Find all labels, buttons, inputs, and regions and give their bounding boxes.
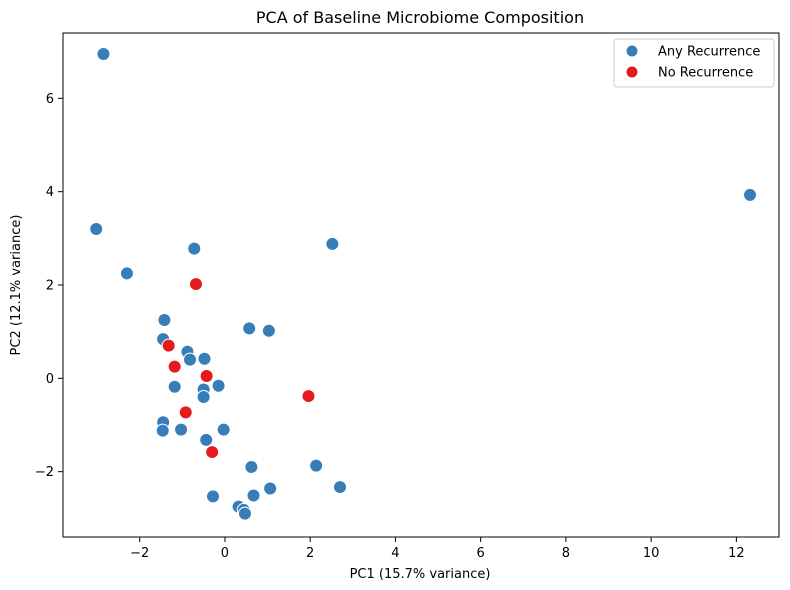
point-any-recurrence xyxy=(237,506,252,521)
point-any-recurrence xyxy=(333,480,348,495)
legend-label-no-recurrence: No Recurrence xyxy=(658,66,753,81)
point-no-recurrence xyxy=(205,445,220,460)
x-axis-ticks: −2 0 2 4 6 8 10 12 xyxy=(130,537,745,561)
point-any-recurrence xyxy=(309,458,324,473)
point-any-recurrence xyxy=(174,422,189,437)
point-any-recurrence xyxy=(155,423,170,438)
point-no-recurrence xyxy=(167,359,182,374)
x-tick-label: 12 xyxy=(728,546,745,561)
x-tick-label: 10 xyxy=(643,546,660,561)
point-any-recurrence xyxy=(196,390,211,404)
y-tick-label: 6 xyxy=(46,92,54,107)
legend-label-any-recurrence: Any Recurrence xyxy=(658,45,760,60)
point-any-recurrence xyxy=(242,321,257,336)
legend-marker-any-recurrence xyxy=(625,44,639,58)
point-any-recurrence xyxy=(157,313,172,327)
point-any-recurrence xyxy=(244,460,259,474)
y-tick-label: −2 xyxy=(35,465,54,480)
point-any-recurrence xyxy=(261,323,276,338)
point-any-recurrence xyxy=(187,241,202,256)
y-axis-ticks: −2 0 2 4 6 xyxy=(35,92,63,480)
point-any-recurrence xyxy=(211,378,226,393)
data-points xyxy=(89,47,758,521)
point-any-recurrence xyxy=(743,187,758,202)
legend-frame xyxy=(613,38,775,88)
point-any-recurrence xyxy=(263,481,278,496)
point-any-recurrence xyxy=(197,351,212,366)
point-any-recurrence xyxy=(119,266,134,281)
point-any-recurrence xyxy=(96,47,111,61)
x-tick-label: 4 xyxy=(391,546,399,561)
x-tick-label: 0 xyxy=(221,546,229,561)
point-no-recurrence xyxy=(199,369,214,383)
point-any-recurrence xyxy=(246,488,261,503)
point-any-recurrence xyxy=(325,236,340,251)
plot-frame xyxy=(62,32,780,538)
point-any-recurrence xyxy=(216,422,231,437)
point-any-recurrence xyxy=(167,379,182,394)
y-tick-label: 4 xyxy=(46,185,54,200)
point-no-recurrence xyxy=(178,405,193,420)
y-tick-label: 0 xyxy=(46,372,54,387)
point-any-recurrence xyxy=(206,489,221,504)
legend: Any Recurrence No Recurrence xyxy=(613,38,775,88)
point-any-recurrence xyxy=(183,352,198,367)
x-tick-label: 2 xyxy=(306,546,314,561)
y-tick-label: 2 xyxy=(46,279,54,294)
chart-title: PCA of Baseline Microbiome Composition xyxy=(256,8,584,27)
point-any-recurrence xyxy=(199,432,214,447)
point-no-recurrence xyxy=(188,277,203,292)
x-tick-label: −2 xyxy=(130,546,149,561)
point-any-recurrence xyxy=(89,222,104,236)
legend-marker-no-recurrence xyxy=(625,65,639,79)
x-tick-label: 6 xyxy=(477,546,485,561)
point-no-recurrence xyxy=(161,338,176,353)
x-axis-label: PC1 (15.7% variance) xyxy=(350,567,491,582)
point-no-recurrence xyxy=(301,389,316,404)
y-axis-label: PC2 (12.1% variance) xyxy=(9,215,24,356)
x-tick-label: 8 xyxy=(562,546,570,561)
